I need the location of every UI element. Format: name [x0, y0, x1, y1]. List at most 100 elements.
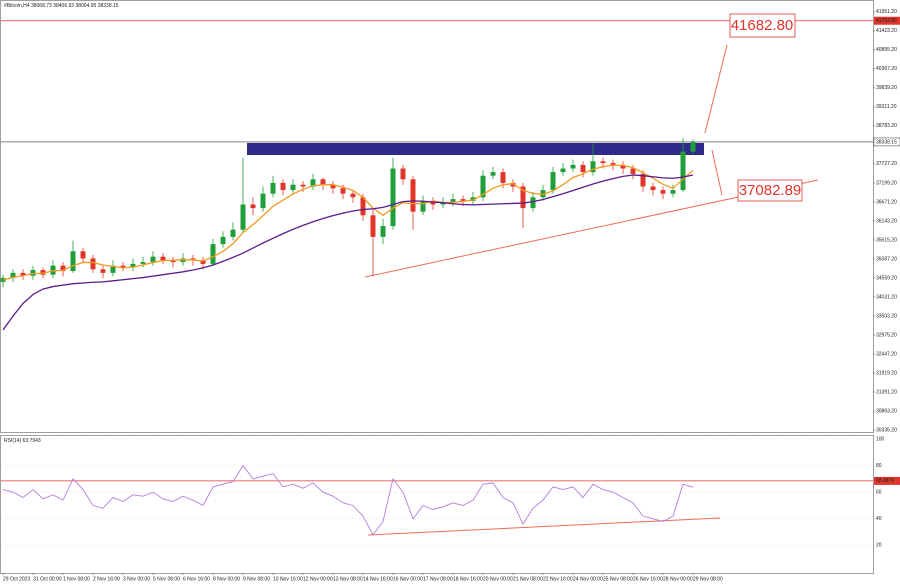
y-tick-label: 30335.20	[876, 427, 897, 433]
annotation: 41682.80	[731, 17, 794, 34]
candle-body	[350, 193, 356, 198]
x-tick-label: 5 Nov 08:00	[153, 576, 180, 582]
y-tick-label: 35615.20	[876, 237, 897, 243]
x-tick-label: 2 Nov 16:00	[93, 576, 120, 582]
x-tick-label: 9 Nov 08:00	[243, 576, 270, 582]
y-tick-label: 20	[876, 543, 882, 549]
candle-body	[180, 258, 186, 263]
x-tick-label: 31 Oct 00:00	[33, 576, 62, 582]
rsi-value: 63.7943	[23, 438, 41, 444]
candle-body	[540, 190, 546, 198]
candle-body	[600, 161, 606, 164]
candle-body	[680, 151, 686, 191]
header: #Bitcoin,H4 38068.73 38406.93 38004.95 3…	[4, 3, 119, 9]
main-panel	[0, 0, 874, 433]
y-tick-label: 39311.20	[876, 104, 897, 110]
y-tick-label: 40367.20	[876, 66, 897, 72]
annotation: 37082.89	[739, 182, 802, 199]
x-tick-label: 28 Nov 00:00	[663, 576, 693, 582]
candle-body	[530, 197, 536, 209]
y-tick-label: 38783.20	[876, 123, 897, 129]
y-tick-label: 41951.20	[876, 9, 897, 15]
candle-body	[60, 265, 66, 272]
candle-body	[560, 168, 566, 173]
moving-average	[2, 174, 694, 331]
candle-body	[170, 260, 176, 263]
candle-body	[480, 175, 486, 198]
x-tick-label: 22 Nov 16:00	[543, 576, 573, 582]
annotation-box	[729, 13, 796, 38]
candle-body	[460, 199, 466, 201]
rsi-header: RSI(14) 63.7943	[4, 438, 41, 444]
x-tick-label: 3 Nov 00:00	[123, 576, 150, 582]
x-tick-label: 26 Nov 16:00	[633, 576, 663, 582]
candle-body	[490, 172, 496, 176]
y-tick-label: 36671.20	[876, 199, 897, 205]
candle-body	[40, 270, 46, 275]
price-box	[873, 137, 900, 147]
candle-body	[310, 179, 316, 187]
candle-body	[450, 199, 456, 203]
candle-body	[400, 168, 406, 180]
rsi-level-label: 68.4874	[876, 478, 894, 484]
x-tick-label: 18 Nov 16:00	[453, 576, 483, 582]
x-tick-label: 8 Nov 00:00	[213, 576, 240, 582]
x-tick-label: 6 Nov 16:00	[183, 576, 210, 582]
candle-body	[120, 265, 126, 268]
candle-body	[430, 200, 436, 205]
x-tick-label: 13 Nov 08:00	[333, 576, 363, 582]
candle-body	[340, 188, 346, 194]
target-line	[711, 149, 723, 196]
candle-body	[210, 244, 216, 264]
x-tick-label: 1 Nov 08:00	[63, 576, 90, 582]
level-box	[874, 16, 900, 25]
y-tick-label: 31391.20	[876, 389, 897, 395]
x-tick-label: 24 Nov 00:00	[573, 576, 603, 582]
x-tick-label: 10 Nov 16:00	[273, 576, 303, 582]
low: 38004.95	[75, 3, 96, 9]
candle-body	[590, 161, 596, 173]
y-tick-label: 33503.20	[876, 313, 897, 319]
y-tick-label: 30863.20	[876, 408, 897, 414]
candle-body	[30, 270, 36, 276]
y-tick-label: 80	[876, 463, 882, 469]
resistance-zone	[247, 143, 704, 155]
y-tick-label: 31919.20	[876, 370, 897, 376]
rsi-name: RSI(14)	[4, 438, 22, 444]
candle-body	[370, 215, 376, 237]
candle-body	[20, 272, 26, 276]
y-tick-label: 32975.20	[876, 332, 897, 338]
candle-body	[240, 204, 246, 230]
candle-body	[420, 200, 426, 212]
y-tick-label: 34031.20	[876, 294, 897, 300]
rsi-panel	[0, 435, 874, 574]
candle-body	[510, 182, 516, 187]
y-tick-label: 35087.20	[876, 256, 897, 262]
candle-body	[650, 186, 656, 191]
y-tick-label: 39839.20	[876, 85, 897, 91]
candle-body	[70, 251, 76, 272]
price-label: 38338.15	[876, 139, 897, 145]
rsi-line	[2, 464, 694, 536]
candle-body	[630, 168, 636, 174]
y-tick-label: 37199.20	[876, 180, 897, 186]
target-line	[704, 44, 728, 134]
open: 38068.73	[31, 3, 52, 9]
y-tick-label: 40895.20	[876, 47, 897, 53]
candle-body	[110, 265, 116, 273]
candle-body	[320, 179, 326, 185]
candle-body	[670, 190, 676, 194]
y-tick-label: 100	[876, 436, 885, 442]
x-tick-label: 20 Nov 00:00	[483, 576, 513, 582]
candle-body	[230, 229, 236, 237]
y-tick-label: 36143.20	[876, 218, 897, 224]
candle-body	[290, 184, 296, 191]
candle-body	[550, 172, 556, 191]
x-tick-label: 17 Nov 08:00	[423, 576, 453, 582]
candle-body	[440, 202, 446, 205]
candle-body	[620, 164, 626, 169]
close: 38338.15	[98, 3, 119, 9]
candle-body	[640, 173, 646, 187]
candle-body	[520, 186, 526, 209]
